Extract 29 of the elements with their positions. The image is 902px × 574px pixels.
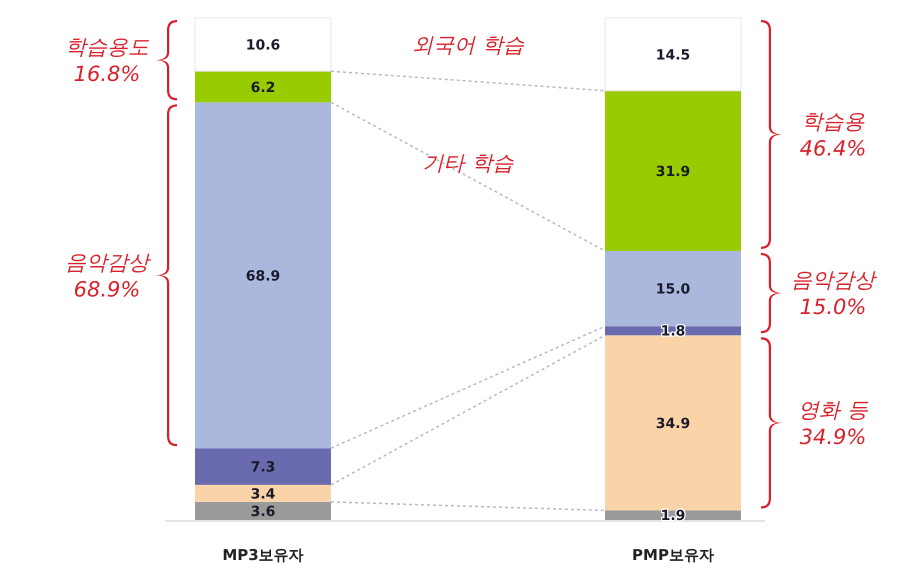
text: 음악감상 15.0% [791,268,878,320]
annotation: 기타 학습 [422,151,514,175]
x-tick-label: PMP보유자 [632,546,714,564]
data-label: 34.9 [656,416,690,432]
text: 음악감상 68.9% [65,250,152,302]
data-label: 68.9 [246,268,280,284]
data-label: 6.2 [250,80,276,96]
bar [604,18,742,92]
data-label: 31.9 [656,164,690,180]
bar [195,484,331,502]
text: 영화 등 34.9% [798,398,869,449]
data-label: 3.6 [250,504,276,520]
bar [195,102,331,448]
data-label: 14.5 [656,47,690,64]
annotation: 외국어 학습 [412,33,525,57]
data-label: 7.3 [250,460,276,476]
bar [195,448,331,485]
data-label: 15.0 [656,282,691,298]
bar [605,335,741,510]
bar [195,71,331,102]
x-tick-label: MP3보유자 [222,546,304,564]
data-label: 3.4 [250,486,276,502]
text: 학습용도 16.8% [65,35,149,86]
data-label: 10.6 [246,38,280,54]
bar [605,250,741,326]
text: 학습용 46.4% [800,109,866,160]
bar [194,18,332,72]
bar [195,502,331,520]
bar [605,90,741,251]
